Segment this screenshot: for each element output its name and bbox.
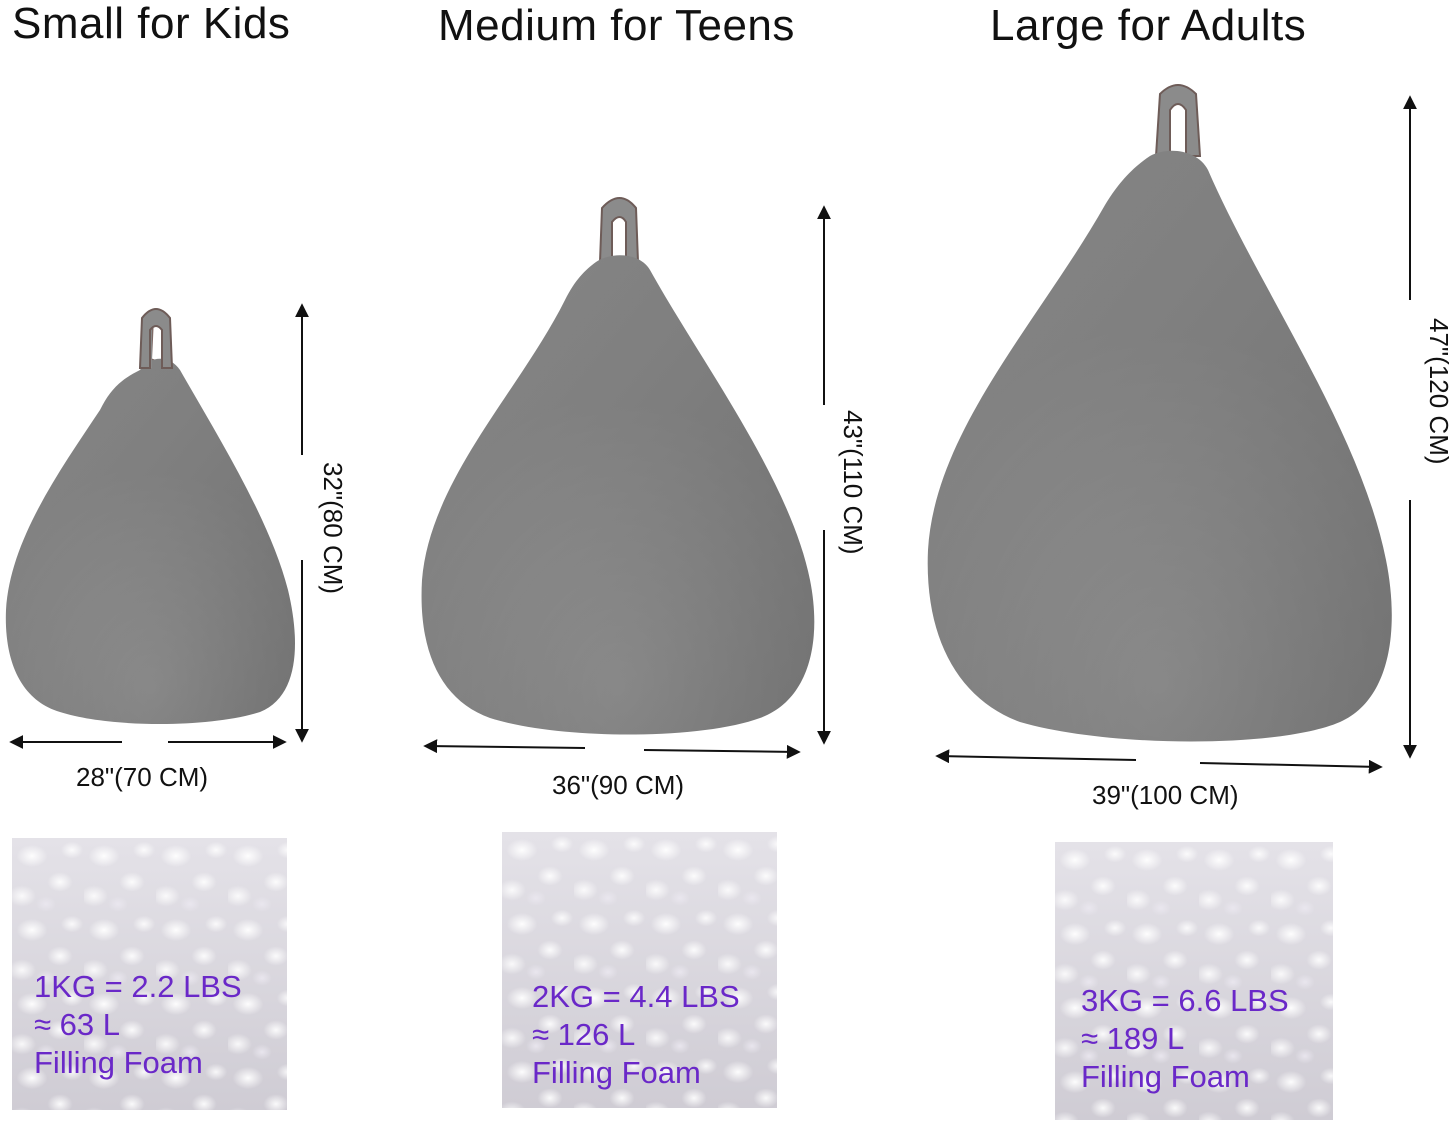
foam-swatch-large: 3KG = 6.6 LBS ≈ 189 L Filling Foam bbox=[1055, 842, 1333, 1120]
filling-medium: Filling Foam bbox=[532, 1055, 701, 1090]
dimension-arrows-small bbox=[9, 303, 309, 749]
height-label-small: 32"(80 CM) bbox=[318, 462, 348, 595]
volume-medium: ≈ 126 L bbox=[532, 1017, 636, 1052]
volume-small: ≈ 63 L bbox=[34, 1007, 120, 1042]
title-medium: Medium for Teens bbox=[438, 1, 795, 50]
bean-bag-large bbox=[927, 84, 1392, 742]
foam-swatch-small: 1KG = 2.2 LBS ≈ 63 L Filling Foam bbox=[12, 838, 287, 1110]
dimension-arrows-large bbox=[935, 95, 1417, 774]
dimension-arrows-medium bbox=[423, 205, 831, 759]
bean-bag-medium bbox=[421, 197, 815, 735]
width-label-medium: 36"(90 CM) bbox=[552, 770, 685, 800]
bean-bag-small bbox=[5, 308, 295, 724]
width-label-small: 28"(70 CM) bbox=[76, 762, 209, 792]
title-large: Large for Adults bbox=[990, 1, 1307, 50]
foam-swatch-medium: 2KG = 4.4 LBS ≈ 126 L Filling Foam bbox=[502, 832, 777, 1108]
height-label-large: 47"(120 CM) bbox=[1424, 318, 1454, 465]
filling-small: Filling Foam bbox=[34, 1045, 203, 1080]
height-label-medium: 43"(110 CM) bbox=[838, 410, 868, 555]
filling-large: Filling Foam bbox=[1081, 1059, 1250, 1094]
weight-medium: 2KG = 4.4 LBS bbox=[532, 979, 740, 1014]
volume-large: ≈ 189 L bbox=[1081, 1021, 1185, 1056]
weight-large: 3KG = 6.6 LBS bbox=[1081, 983, 1289, 1018]
width-label-large: 39"(100 CM) bbox=[1092, 780, 1239, 810]
title-small: Small for Kids bbox=[12, 0, 291, 48]
weight-small: 1KG = 2.2 LBS bbox=[34, 969, 242, 1004]
